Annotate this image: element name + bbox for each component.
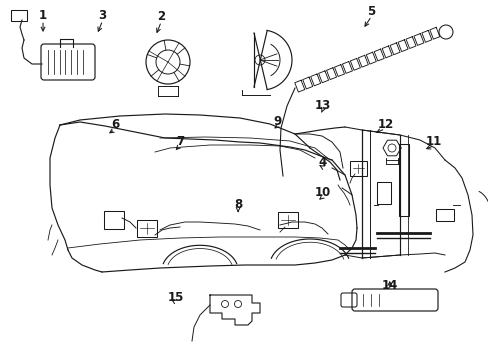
Text: 1: 1 — [39, 9, 47, 22]
Text: 14: 14 — [381, 279, 397, 292]
Text: 8: 8 — [234, 198, 242, 211]
Text: 4: 4 — [318, 156, 326, 169]
Text: 3: 3 — [99, 9, 106, 22]
Text: 12: 12 — [376, 118, 393, 131]
Text: 9: 9 — [273, 115, 281, 128]
Text: 5: 5 — [367, 5, 375, 18]
Text: 11: 11 — [425, 135, 442, 148]
Text: 15: 15 — [167, 291, 184, 304]
Text: 2: 2 — [157, 10, 165, 23]
Text: 6: 6 — [111, 118, 119, 131]
Text: 13: 13 — [314, 99, 330, 112]
Text: 10: 10 — [314, 186, 330, 199]
Text: 7: 7 — [176, 135, 183, 148]
